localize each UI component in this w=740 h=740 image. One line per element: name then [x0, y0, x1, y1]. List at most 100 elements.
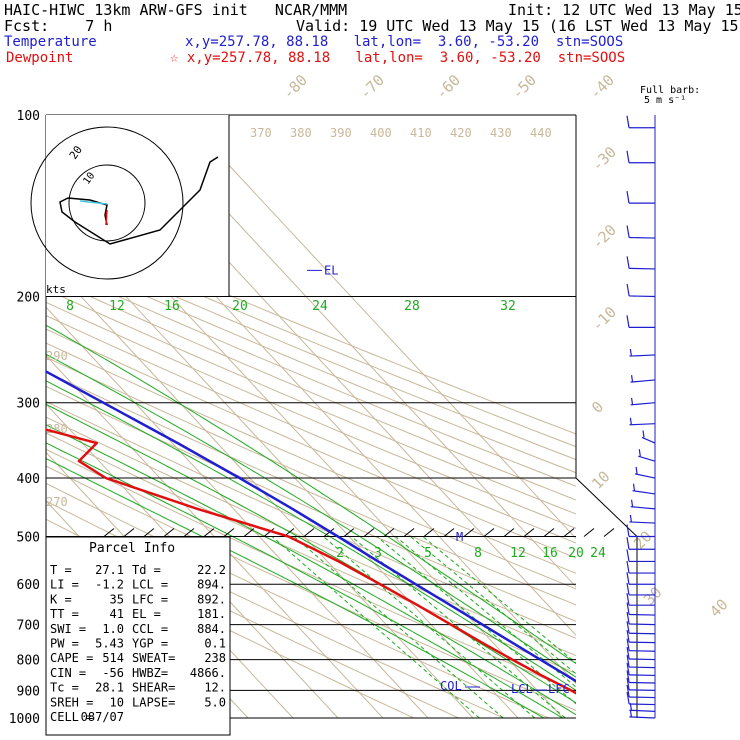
- el-label: EL: [324, 263, 338, 277]
- theta-label: 430: [490, 126, 512, 140]
- sounding-profiles: [46, 370, 576, 695]
- parcel-info-cell: PW =: [50, 637, 79, 651]
- theta-label: 400: [370, 126, 392, 140]
- isotherm-label: -30: [588, 143, 620, 175]
- wind-barb: [626, 611, 656, 626]
- wind-barb: [626, 593, 655, 606]
- wind-barb: [626, 560, 655, 574]
- wind-barb: [626, 629, 656, 644]
- pressure-tick-label: 900: [17, 684, 40, 699]
- moist-adiabat-line: [46, 380, 576, 691]
- wind-barb: [626, 549, 655, 563]
- dry-adiabat-line: [46, 432, 576, 674]
- wind-barb: [626, 537, 655, 550]
- temperature-legend: Temperature: [4, 34, 97, 50]
- wind-barbs: [626, 115, 656, 719]
- wind-barb: [634, 466, 656, 479]
- hatch-mark: [363, 528, 375, 537]
- parcel-info-cell: 5.0: [204, 695, 226, 709]
- moist-adiabat-line: [46, 324, 576, 665]
- dry-adiabat-line: [46, 465, 576, 711]
- moist-adiabat-line: [46, 442, 564, 718]
- wind-barb: [626, 654, 656, 669]
- isotherm-line: [181, 115, 576, 540]
- mixing-ratio-label: 3: [374, 546, 382, 561]
- wind-barb: [626, 115, 655, 129]
- wind-barb: [626, 315, 655, 328]
- moist-adiabat-label: 24: [312, 299, 328, 314]
- theta-label: 370: [250, 126, 272, 140]
- parcel-info-cell: 0.1: [204, 637, 226, 651]
- pressure-tick-label: 200: [17, 291, 40, 306]
- forecast-hour: Fcst: 7 h: [4, 17, 113, 35]
- parcel-info-cell: 087/07: [81, 710, 124, 724]
- wind-barb: [626, 150, 655, 164]
- col-label: COL: [440, 679, 462, 693]
- hodograph-trace: [59, 156, 219, 245]
- hatch-mark: [103, 528, 115, 537]
- parcel-info-cell: Tc =: [50, 681, 79, 695]
- parcel-info-cell: T =: [50, 563, 72, 577]
- parcel-info-cell: CELL =: [50, 710, 93, 724]
- moist-adiabat-line: [46, 457, 545, 718]
- hatch-mark: [303, 528, 315, 537]
- wind-barb: [629, 514, 656, 524]
- hodograph-background: [46, 115, 229, 296]
- isotherm-label: -40: [586, 71, 618, 103]
- parcel-info-cell: 35: [110, 592, 124, 606]
- parcel-info-cell: 894.: [197, 578, 226, 592]
- mixing-ratio-line: [322, 536, 536, 718]
- parcel-info-cell: 238: [204, 651, 226, 665]
- mixing-ratio-line: [271, 536, 480, 718]
- wind-barb: [626, 283, 656, 298]
- parcel-info-cell: Td =: [132, 563, 161, 577]
- parcel-info-cell: 181.: [197, 607, 226, 621]
- isotherm-label: -80: [279, 71, 311, 103]
- isotherm-label: 40: [706, 595, 732, 621]
- hodograph-storm-vector: [79, 200, 108, 205]
- hatch-mark: [143, 528, 155, 537]
- parcel-info-cell: SWI =: [50, 622, 86, 636]
- hodograph-low-level-trace: [105, 209, 108, 226]
- m-label: M: [456, 530, 463, 544]
- wind-barb: [641, 430, 656, 444]
- isotherm-line: [46, 306, 429, 718]
- valid-time: Valid: 19 UTC Wed 13 May 15 (16 LST Wed …: [296, 17, 740, 35]
- wind-barb: [626, 646, 656, 661]
- parcel-info-cell: CIN =: [50, 666, 86, 680]
- isotherm-line: [46, 354, 384, 718]
- right-border: [575, 115, 638, 718]
- parcel-info-cell: SHEAR=: [132, 681, 175, 695]
- parcel-info-cell: 884.: [197, 622, 226, 636]
- parcel-info-cell: CCL =: [132, 622, 168, 636]
- dewpoint-location: ☆ x,y=257.78, 88.18 lat,lon= 3.60, -53.2…: [170, 50, 626, 66]
- wind-barb: [626, 638, 656, 652]
- pressure-tick-label: 600: [17, 578, 40, 593]
- wind-barb: [629, 417, 656, 426]
- parcel-info-cell: LAPSE=: [132, 695, 175, 709]
- dry-adiabat-line: [46, 251, 576, 474]
- pressure-tick-label: 500: [17, 530, 40, 545]
- hatch-mark: [503, 528, 515, 537]
- theta-label-left: 290: [46, 349, 68, 363]
- parcel-info-cell: SREH =: [50, 695, 93, 709]
- hatch-mark: [423, 528, 435, 537]
- parcel-info-cell: LFC =: [132, 592, 168, 606]
- parcel-info-cell: 10: [110, 695, 124, 709]
- pressure-tick-label: 100: [17, 109, 40, 124]
- parcel-info-cell: 28.1: [95, 681, 124, 695]
- hatch-mark: [463, 528, 475, 537]
- hatch-mark: [203, 528, 215, 537]
- dry-adiabat-line: [46, 263, 576, 487]
- moist-adiabat-label: 32: [500, 299, 516, 314]
- wind-barb: [626, 691, 656, 706]
- isotherm-line: [46, 258, 474, 718]
- isotherm-label: -10: [588, 303, 620, 335]
- parcel-info-cell: LCL =: [132, 578, 168, 592]
- parcel-info-cell: 27.1: [95, 563, 124, 577]
- parcel-info-cell: TT =: [50, 607, 79, 621]
- parcel-info-cell: LI =: [50, 578, 79, 592]
- mixing-ratio-line: [395, 536, 576, 688]
- model-title: HAIC-HIWC 13km ARW-GFS init NCAR/MMM: [4, 1, 348, 19]
